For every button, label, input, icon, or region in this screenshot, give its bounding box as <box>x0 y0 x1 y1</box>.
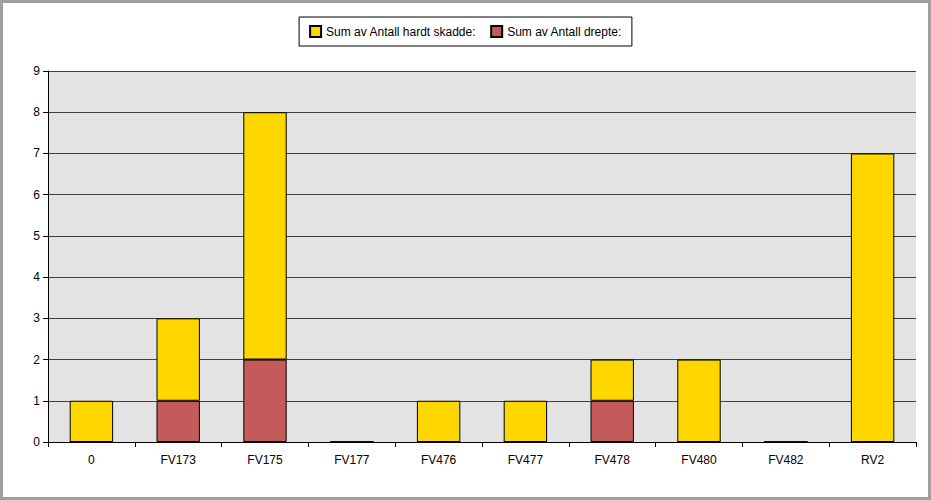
svg-text:FV476: FV476 <box>421 453 457 467</box>
svg-text:8: 8 <box>33 105 40 119</box>
svg-text:6: 6 <box>33 188 40 202</box>
svg-text:Sum av Antall hardt skadde:: Sum av Antall hardt skadde: <box>326 25 475 39</box>
svg-text:FV173: FV173 <box>161 453 197 467</box>
svg-text:FV482: FV482 <box>768 453 804 467</box>
svg-text:FV177: FV177 <box>334 453 370 467</box>
svg-text:5: 5 <box>33 229 40 243</box>
svg-text:3: 3 <box>33 311 40 325</box>
svg-text:FV175: FV175 <box>247 453 283 467</box>
svg-text:0: 0 <box>88 453 95 467</box>
svg-text:0: 0 <box>33 435 40 449</box>
svg-text:2: 2 <box>33 353 40 367</box>
svg-text:FV480: FV480 <box>681 453 717 467</box>
svg-text:1: 1 <box>33 394 40 408</box>
svg-text:RV2: RV2 <box>861 453 884 467</box>
svg-text:FV477: FV477 <box>508 453 544 467</box>
svg-text:Sum av Antall drepte:: Sum av Antall drepte: <box>507 25 621 39</box>
svg-text:9: 9 <box>33 64 40 78</box>
svg-text:7: 7 <box>33 146 40 160</box>
svg-text:4: 4 <box>33 270 40 284</box>
svg-text:FV478: FV478 <box>595 453 631 467</box>
